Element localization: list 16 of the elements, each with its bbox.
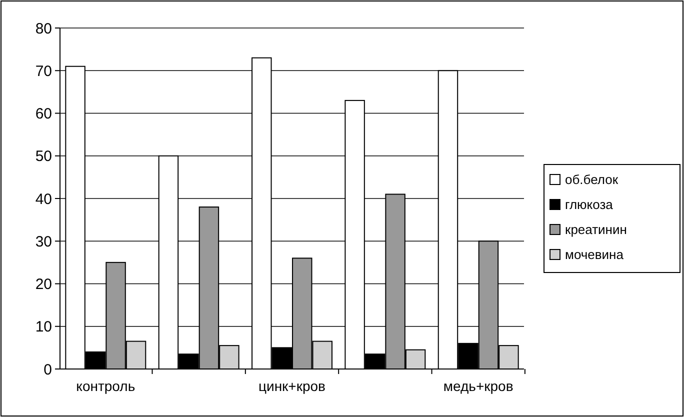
y-tick-label: 80 <box>35 20 52 38</box>
y-tick-label: 20 <box>35 276 52 293</box>
y-tick-label: 50 <box>35 148 52 166</box>
y-tick-label: 10 <box>35 318 52 336</box>
y-tick-label: 40 <box>35 190 52 208</box>
y-tick-label: 60 <box>35 106 52 122</box>
legend-label: об.белок <box>565 172 618 188</box>
legend-label: креатинин <box>565 222 627 238</box>
y-tick-label: 70 <box>35 62 52 80</box>
x-tick-label: цинк+кров <box>258 378 326 394</box>
legend-label: мочевина <box>565 247 624 262</box>
x-tick-label: медь+кров <box>443 378 514 394</box>
y-tick-label: 30 <box>35 233 52 250</box>
legend-label: глюкоза <box>565 197 614 212</box>
x-tick-label: контроль <box>76 378 136 394</box>
y-tick-label: 0 <box>44 361 52 378</box>
